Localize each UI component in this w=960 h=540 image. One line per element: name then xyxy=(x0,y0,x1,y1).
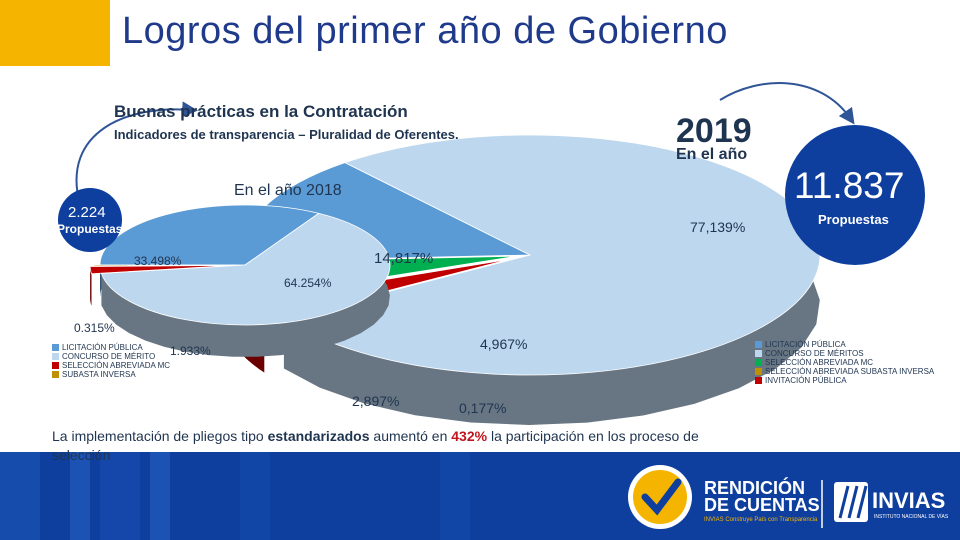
footer-statement: La implementación de pliegos tipo estand… xyxy=(52,428,699,463)
invias-logo: INVIAS xyxy=(872,488,946,513)
label-2019-seleccion: 2,897% xyxy=(352,393,400,409)
label-2019-licitacion: 14,817% xyxy=(374,250,434,267)
total-2018-value: 2.224 xyxy=(68,204,106,221)
invias-tagline: INSTITUTO NACIONAL DE VÍAS xyxy=(874,514,949,520)
arrow-2019 xyxy=(719,82,855,125)
legend-item: SELECCIÓN ABREVIADA MC xyxy=(755,358,934,367)
legend-item: LICITACIÓN PÚBLICA xyxy=(755,340,934,349)
chart-2018-title: En el año 2018 xyxy=(234,182,342,199)
total-2018-circle xyxy=(58,188,122,252)
year-2019-caption: En el año xyxy=(676,146,748,163)
total-2019-value: 11.837 xyxy=(794,165,905,206)
pie-slice-licitaci-n-p-blica xyxy=(99,204,320,266)
pie-slice-side xyxy=(101,213,390,357)
band-pattern xyxy=(0,452,868,540)
pie-slice-concurso-de-m-ritos xyxy=(282,134,821,376)
arrow-2018 xyxy=(75,101,198,206)
title-bar xyxy=(110,0,960,66)
total-2019-circle xyxy=(785,125,925,265)
pie-slice-side xyxy=(90,266,92,306)
legend-item: CONCURSO DE MÉRITO xyxy=(52,352,170,361)
legend-item: SELECCIÓN ABREVIADA MC xyxy=(52,361,170,370)
pie-slice-selecci-n-abreviada-mc xyxy=(89,264,236,275)
label-2019-concurso: 77,139% xyxy=(690,219,746,235)
section-subtitle: Indicadores de transparencia – Pluralida… xyxy=(114,127,459,142)
label-2018-concurso: 64.254% xyxy=(284,276,332,290)
legend-item: LICITACIÓN PÚBLICA xyxy=(52,343,170,352)
legend-item: CONCURSO DE MÉRITOS xyxy=(755,349,934,358)
total-2018-label: Propuestas xyxy=(57,222,123,236)
accent-bar xyxy=(0,0,110,66)
legend-2019: LICITACIÓN PÚBLICA CONCURSO DE MÉRITOS S… xyxy=(755,340,934,385)
label-2019-subasta: 0,177% xyxy=(459,400,507,416)
legend-item: SELECCIÓN ABREVIADA SUBASTA INVERSA xyxy=(755,367,934,376)
legend-item: INVITACIÓN PÚBLICA xyxy=(755,376,934,385)
label-2018-seleccion: 1.933% xyxy=(170,344,211,358)
total-2019-label: Propuestas xyxy=(818,212,889,227)
legend-2018: LICITACIÓN PÚBLICA CONCURSO DE MÉRITO SE… xyxy=(52,343,170,379)
rendicion-tagline: INVIAS Construye País con Transparencia xyxy=(704,517,818,523)
page-title: Logros del primer año de Gobierno xyxy=(122,10,728,52)
pie-slice-subasta-inversa xyxy=(93,264,240,267)
label-2019-invitacion: 4,967% xyxy=(480,336,528,352)
footer-band: RENDICIÓN DE CUENTAS INVIAS Construye Pa… xyxy=(0,452,960,540)
label-2018-subasta: 0.315% xyxy=(74,321,115,335)
year-2019: 2019 xyxy=(676,112,752,150)
pie-slice-concurso-de-m-rito xyxy=(100,212,391,326)
section-title: Buenas prácticas en la Contratación xyxy=(114,102,408,121)
label-2018-licitacion: 33.498% xyxy=(134,254,182,268)
legend-item: SUBASTA INVERSA xyxy=(52,370,170,379)
rendicion-logo: RENDICIÓN DE CUENTAS xyxy=(704,478,820,515)
